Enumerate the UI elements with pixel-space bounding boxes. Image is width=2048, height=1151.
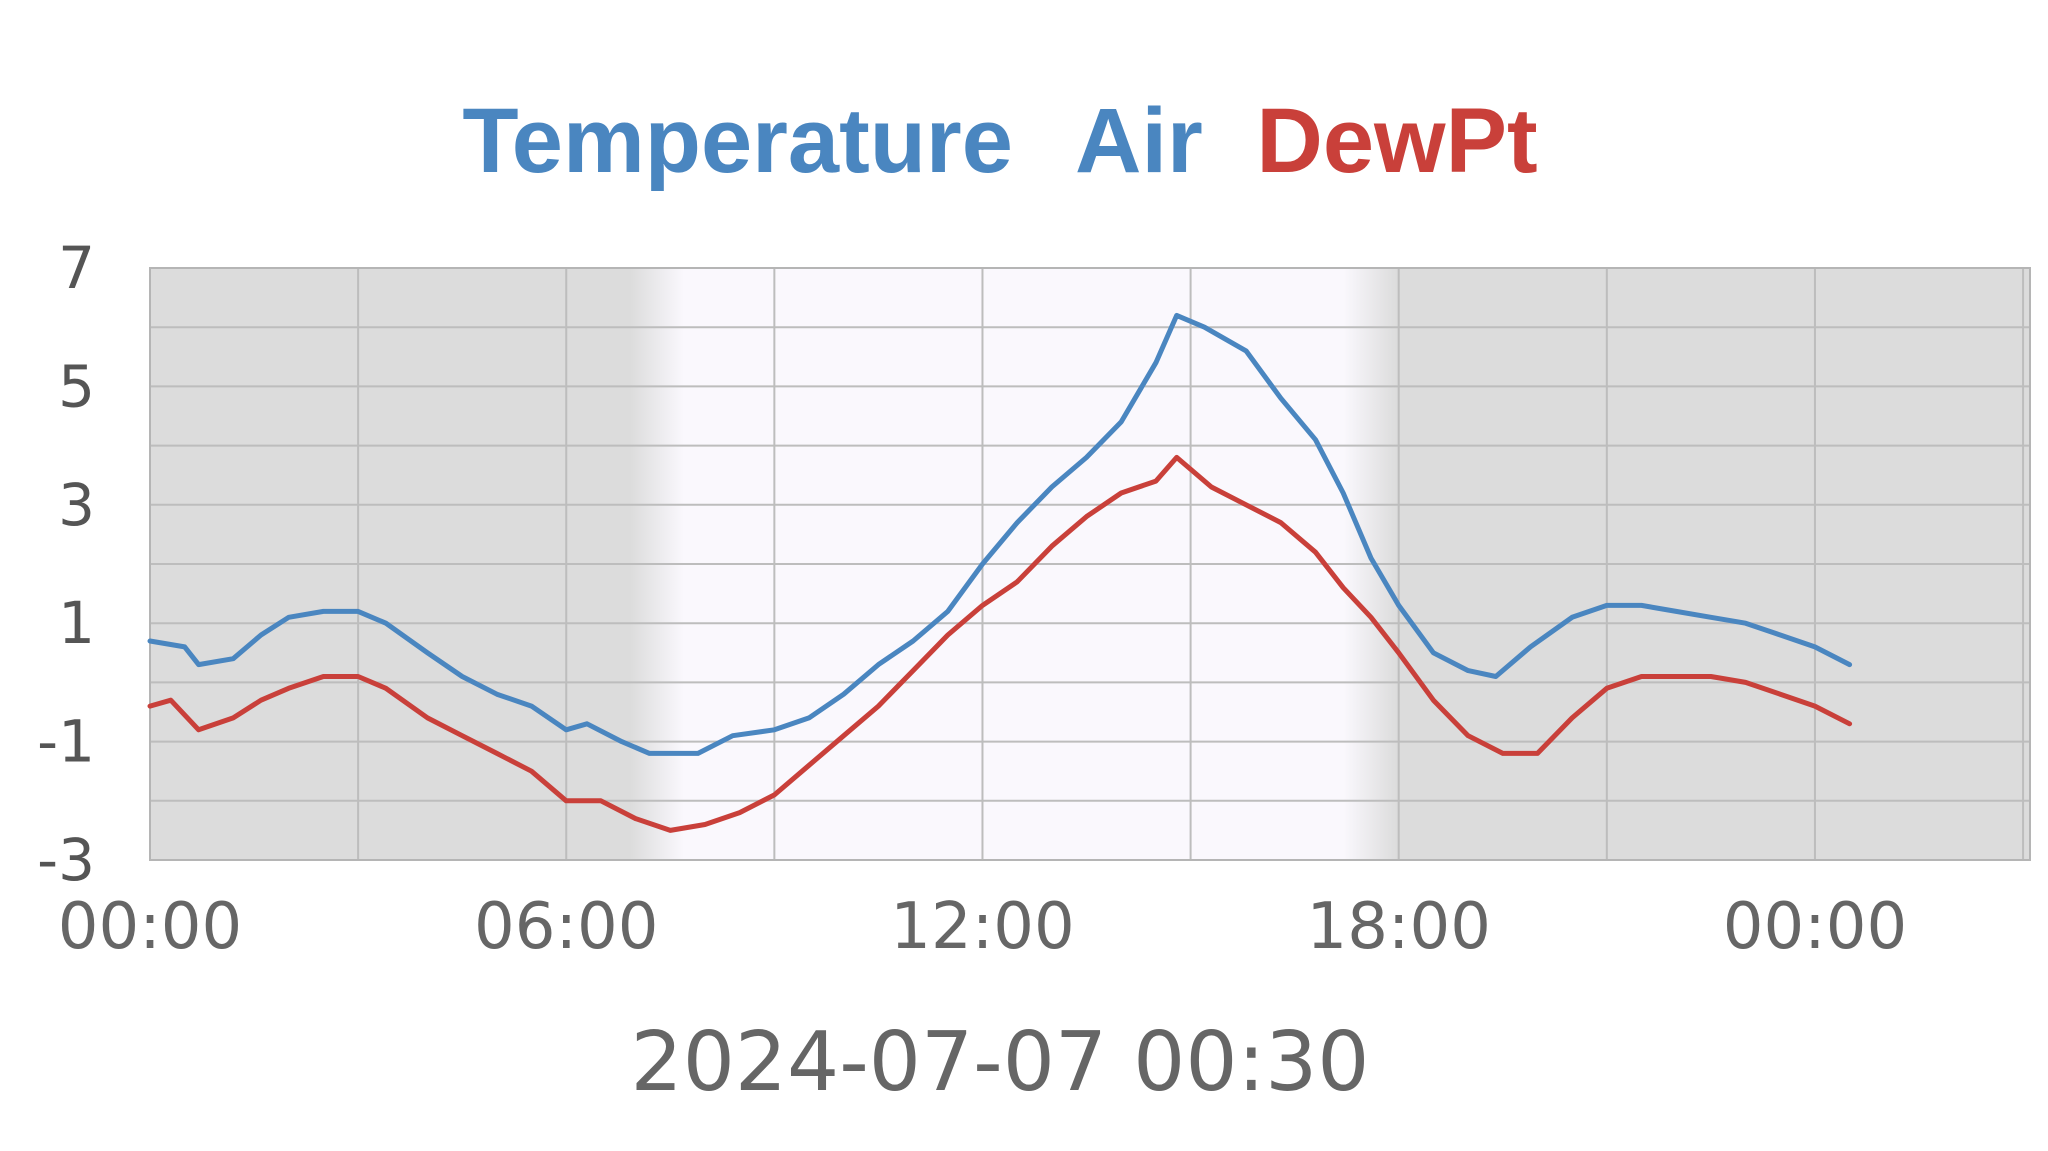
x-tick-label: 12:00 — [890, 890, 1074, 964]
y-axis-ticks: 7 5 3 1 -1 -3 — [37, 234, 95, 894]
chart-title: Temperature Air DewPt — [462, 90, 1537, 192]
x-tick-label: 06:00 — [474, 890, 658, 964]
title-dewpt: DewPt — [1256, 90, 1537, 192]
series-line-dewpt — [147, 454, 1853, 833]
x-tick-label: 00:00 — [1723, 890, 1907, 964]
title-temperature: Temperature — [462, 90, 1012, 192]
title-air: Air — [1075, 90, 1203, 192]
y-tick-label: -3 — [37, 826, 95, 894]
y-tick-label: 7 — [58, 234, 95, 302]
grid — [149, 267, 2031, 861]
series-line-air — [147, 312, 1853, 756]
x-tick-label: 18:00 — [1306, 890, 1490, 964]
y-tick-label: -1 — [37, 708, 95, 776]
y-tick-label: 5 — [58, 352, 95, 420]
x-tick-label: 00:00 — [58, 890, 242, 964]
series-group — [147, 312, 1853, 833]
x-axis-ticks: 00:00 06:00 12:00 18:00 00:00 — [58, 890, 1907, 964]
y-tick-label: 3 — [58, 471, 95, 539]
y-tick-label: 1 — [58, 589, 95, 657]
timestamp-label: 2024-07-07 00:30 — [631, 1015, 1370, 1110]
plot-frame — [149, 267, 2031, 861]
